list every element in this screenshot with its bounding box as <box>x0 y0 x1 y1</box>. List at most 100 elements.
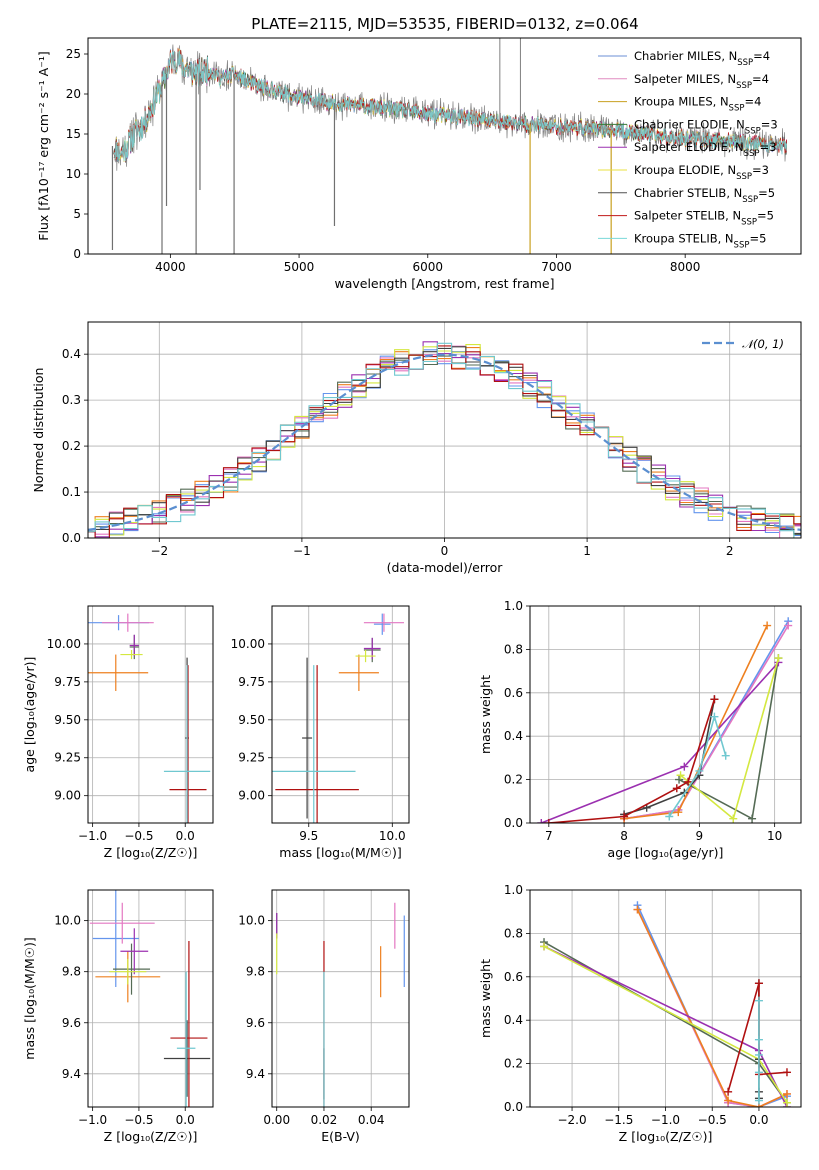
y-tick-label: 0.4 <box>62 347 81 361</box>
panel-mass-vs-Z: −1.0 −0.5 0.0 9.4 9.6 9.8 10.0 Z [log₁₀(Z/Z☉)] m… <box>22 889 214 1144</box>
errorbar-point <box>169 665 207 823</box>
legend-label-subscript: SSP <box>734 240 750 250</box>
legend-label: Chabrier ELODIE, NSSP=3 <box>634 117 778 136</box>
x-axis-label: wavelength [Angstrom, rest frame] <box>334 276 554 291</box>
histogram-step-line <box>88 345 801 538</box>
weight-marker <box>695 766 704 775</box>
x-axis-label: Z [log₁₀(Z/Z☉)] <box>104 1129 198 1144</box>
errorbar-point <box>363 613 404 632</box>
plot-area <box>88 341 801 538</box>
figure-title: PLATE=2115, MJD=53535, FIBERID=0132, z=0… <box>251 15 638 33</box>
x-tick-label: 10.0 <box>379 829 406 843</box>
y-tick-label: 20 <box>66 87 81 101</box>
legend-label-suffix: =3 <box>761 117 778 131</box>
errorbar-point <box>92 890 139 988</box>
weight-marker <box>633 905 642 914</box>
x-tick-label: 0.04 <box>358 1113 385 1127</box>
y-tick-label: 0.0 <box>62 531 81 545</box>
panel-age-vs-mass: 9.5 10.0 9.00 9.25 9.50 9.75 10.00 mass [log₁₀(… <box>231 605 410 860</box>
legend-label: Kroupa MILES, NSSP=4 <box>634 95 761 114</box>
weight-marker <box>710 695 719 704</box>
histogram-step-line <box>88 347 801 533</box>
y-tick-label: 0.6 <box>504 686 523 700</box>
weight-marker <box>724 1087 733 1096</box>
grid <box>272 606 409 823</box>
y-tick-label: 9.4 <box>246 1067 265 1081</box>
weight-marker <box>782 1089 791 1098</box>
weight-series <box>537 658 783 823</box>
histogram-step-line <box>88 342 801 538</box>
weight-marker <box>754 1050 763 1059</box>
weight-marker <box>763 621 772 630</box>
x-tick-label: 6000 <box>412 260 443 274</box>
errorbar-point <box>101 613 154 632</box>
panel-residuals: −2 −1 0 1 2 0.0 0.1 0.2 0.3 0.4 (data-model)/error… <box>31 321 802 575</box>
legend-label: Salpeter ELODIE, NSSP=3 <box>634 140 777 159</box>
weight-series <box>676 654 783 823</box>
weight-line <box>636 909 788 1107</box>
x-tick-label: 7000 <box>541 260 572 274</box>
weight-series <box>665 712 730 821</box>
y-tick-label: 10.0 <box>54 914 81 928</box>
plot-area <box>540 901 791 1107</box>
errorbar-point <box>302 657 313 819</box>
legend-label-suffix: =3 <box>752 163 769 177</box>
weight-marker <box>748 814 757 823</box>
normal-curve <box>88 353 801 531</box>
y-tick-label: 9.75 <box>238 675 265 689</box>
errorbar-point <box>272 665 356 823</box>
y-tick-label: 9.25 <box>238 751 265 765</box>
y-tick-label: 9.6 <box>62 1016 81 1030</box>
legend-label: Chabrier STELIB, NSSP=5 <box>634 186 775 205</box>
x-tick-label: −2 <box>150 544 168 558</box>
legend-label-text: Chabrier STELIB, N <box>634 186 742 200</box>
weight-marker <box>754 1035 763 1044</box>
y-tick-label: 1.0 <box>504 883 523 897</box>
histogram-step-line <box>88 346 801 534</box>
legend-label-text: Kroupa ELODIE, N <box>634 163 736 177</box>
y-axis-label: age [log₁₀(age/yr)] <box>22 657 37 773</box>
x-axis-label: E(B-V) <box>321 1129 360 1144</box>
y-axis-label: mass weight <box>478 675 493 754</box>
panel-weight-vs-Z: −2.0 −1.5 −1.0 −0.5 0.0 0.0 0.2 0.4 0.6 0.8 1.0 Z [… <box>478 883 802 1144</box>
weight-marker <box>729 814 738 823</box>
x-tick-label: 9 <box>696 829 704 843</box>
legend-label-text: Salpeter STELIB, N <box>634 209 741 223</box>
errorbar-point <box>120 650 143 660</box>
y-tick-label: 0.2 <box>504 1057 523 1071</box>
plot-area <box>111 38 787 254</box>
y-tick-label: 5 <box>73 207 81 221</box>
legend-label-subscript: SSP <box>741 218 757 228</box>
errorbar-point <box>163 665 211 823</box>
errorbar-point <box>338 654 379 691</box>
errorbar-point <box>373 613 391 635</box>
legend-label-suffix: =4 <box>752 72 769 86</box>
weight-marker <box>684 777 693 786</box>
x-tick-label: 0.02 <box>311 1113 338 1127</box>
x-tick-label: 7 <box>545 829 553 843</box>
y-tick-label: 0.4 <box>504 1013 523 1027</box>
weight-marker <box>754 1068 763 1077</box>
x-tick-label: 0.0 <box>176 829 195 843</box>
y-axis-label: Normed distribution <box>31 368 46 493</box>
weight-marker <box>680 762 689 771</box>
weight-marker <box>782 1098 791 1107</box>
y-tick-label: 1.0 <box>504 599 523 613</box>
legend-label-suffix: =5 <box>757 209 774 223</box>
weight-marker <box>724 1096 733 1105</box>
y-tick-label: 0 <box>73 247 81 261</box>
grid <box>88 890 213 1107</box>
axes-frame <box>87 321 802 539</box>
y-tick-label: 0.4 <box>504 729 523 743</box>
x-tick-label: −1.0 <box>78 1113 107 1127</box>
y-tick-label: 0.2 <box>62 439 81 453</box>
histogram-step-line <box>88 344 801 538</box>
y-tick-label: 9.4 <box>62 1067 81 1081</box>
x-tick-label: −1.0 <box>651 1113 680 1127</box>
y-axis-label: mass [log₁₀(M/M☉)] <box>22 937 37 1059</box>
plot-area <box>89 890 211 1107</box>
y-tick-label: 0.8 <box>504 926 523 940</box>
weight-marker <box>754 996 763 1005</box>
panel-mass-vs-EBV: 0.00 0.02 0.04 9.4 9.6 9.8 10.0 E(B-V) <box>238 889 410 1144</box>
